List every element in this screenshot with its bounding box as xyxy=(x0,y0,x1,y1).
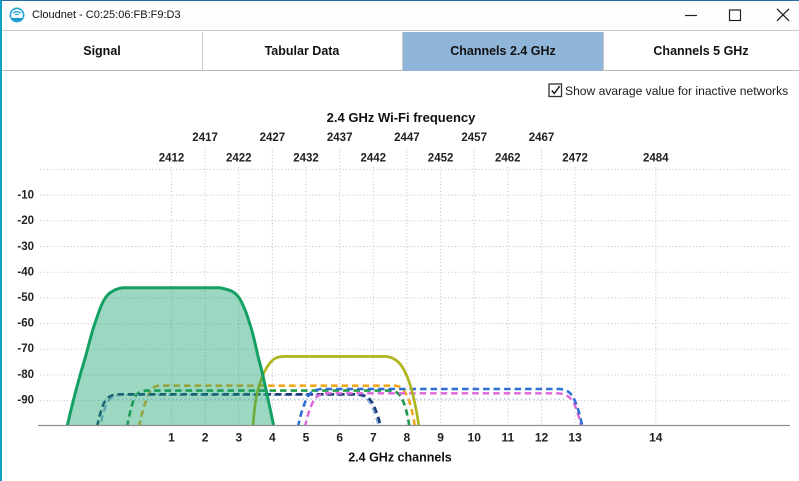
svg-text:-80: -80 xyxy=(17,369,34,381)
svg-text:2467: 2467 xyxy=(529,132,555,144)
svg-text:2427: 2427 xyxy=(260,132,286,144)
svg-text:2462: 2462 xyxy=(495,153,521,165)
svg-text:-30: -30 xyxy=(17,241,34,253)
svg-text:-90: -90 xyxy=(17,394,34,406)
svg-text:1: 1 xyxy=(168,431,175,445)
svg-text:-10: -10 xyxy=(17,190,34,202)
svg-text:9: 9 xyxy=(437,431,444,445)
svg-text:4: 4 xyxy=(269,431,276,445)
svg-text:2452: 2452 xyxy=(428,153,454,165)
svg-text:2447: 2447 xyxy=(394,132,420,144)
svg-text:11: 11 xyxy=(501,431,514,445)
svg-text:-50: -50 xyxy=(17,292,34,304)
svg-text:2: 2 xyxy=(202,431,209,445)
svg-text:2422: 2422 xyxy=(226,153,252,165)
svg-text:6: 6 xyxy=(336,431,343,445)
svg-text:-70: -70 xyxy=(17,343,34,355)
svg-text:2437: 2437 xyxy=(327,132,353,144)
svg-text:7: 7 xyxy=(370,431,377,445)
svg-text:2442: 2442 xyxy=(361,153,387,165)
svg-text:2484: 2484 xyxy=(643,153,669,165)
svg-text:-20: -20 xyxy=(17,215,34,227)
svg-text:12: 12 xyxy=(535,431,549,445)
svg-text:10: 10 xyxy=(468,431,482,445)
svg-text:2417: 2417 xyxy=(192,132,218,144)
svg-text:-40: -40 xyxy=(17,266,34,278)
svg-text:2.4 GHz Wi-Fi frequency: 2.4 GHz Wi-Fi frequency xyxy=(327,110,476,125)
svg-text:2472: 2472 xyxy=(562,153,588,165)
svg-text:14: 14 xyxy=(649,431,663,445)
svg-text:5: 5 xyxy=(303,431,310,445)
svg-text:8: 8 xyxy=(404,431,411,445)
svg-text:2412: 2412 xyxy=(159,153,185,165)
svg-text:2432: 2432 xyxy=(293,153,319,165)
svg-text:2.4 GHz channels: 2.4 GHz channels xyxy=(348,451,452,465)
svg-text:3: 3 xyxy=(235,431,242,445)
svg-text:13: 13 xyxy=(568,431,582,445)
svg-text:-60: -60 xyxy=(17,318,34,330)
svg-text:2457: 2457 xyxy=(461,132,487,144)
